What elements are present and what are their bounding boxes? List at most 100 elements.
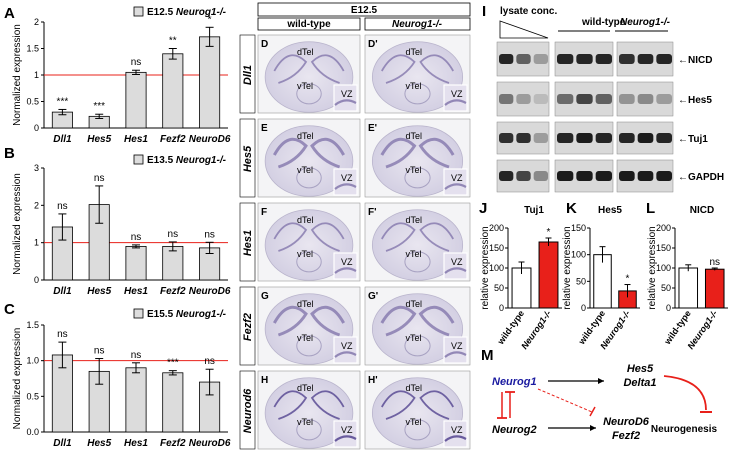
ventral-structure: [296, 83, 322, 105]
ventral-structure: [404, 83, 431, 105]
blot-band: [576, 54, 593, 64]
ish-image-neurog1: D' dTel vTel VZ: [364, 34, 471, 114]
x-tick-label: NeuroD6: [189, 286, 231, 297]
vz-label: VZ: [451, 425, 463, 435]
gene-label-box: [239, 370, 256, 450]
dtel-label: dTel: [297, 383, 314, 393]
y-tick-label: 3: [34, 163, 39, 173]
vz-stain: [334, 435, 357, 442]
gene-label-box: [239, 286, 256, 366]
col-box-ko: [364, 17, 471, 31]
y-axis-label: Normalized expression: [12, 24, 23, 126]
band-label: ←Hes5: [678, 95, 712, 106]
gene-label-box: [239, 34, 256, 114]
vz-label: VZ: [451, 89, 463, 99]
lysate-conc-label: lysate conc.: [500, 6, 557, 17]
gene-label-box: [239, 118, 256, 198]
ventricle-left: [273, 390, 308, 420]
blot-band: [499, 133, 514, 143]
vz-inset: [333, 336, 358, 364]
panel-B: B E13.5 Neurog1-/- 0 1 2 3 Normalized expressi…: [4, 145, 231, 297]
vz-inset: [443, 336, 468, 364]
significance-label: ns: [57, 329, 68, 340]
node-neurod6: NeuroD6: [603, 416, 650, 428]
x-tick-label: Hes5: [87, 134, 111, 145]
x-tick-label: Hes5: [87, 438, 111, 449]
bar: [162, 245, 184, 281]
significance-label: ***: [57, 96, 69, 107]
arrowhead: [598, 378, 604, 384]
blot-row-nicd: ←NICD: [496, 41, 712, 77]
panel-label: J: [479, 200, 487, 217]
y-tick-label: 200: [656, 223, 671, 233]
ventral-structure: [404, 419, 431, 441]
bar: [125, 245, 147, 281]
x-tick-label: Hes1: [124, 134, 148, 145]
bar: [125, 71, 147, 129]
y-tick-label: 0: [666, 303, 671, 313]
y-tick-label: 100: [571, 250, 586, 260]
y-tick-label: 0: [34, 275, 39, 285]
significance-label: ***: [93, 101, 105, 112]
blot-band: [576, 171, 593, 181]
bar: [704, 268, 725, 309]
ish-header: E12.5: [351, 5, 378, 16]
header-box: [257, 2, 471, 17]
bar: [162, 53, 184, 129]
band-label: ←Tuj1: [678, 134, 708, 145]
blot-band: [656, 133, 672, 143]
vtel-label: vTel: [297, 417, 313, 427]
significance-label: **: [169, 36, 177, 47]
brain-section: [264, 209, 354, 281]
blot-band: [619, 133, 635, 143]
ish-image-neurog1: G' dTel vTel VZ: [364, 286, 471, 366]
panel-letter: E': [368, 123, 377, 134]
ventral-structure: [296, 419, 322, 441]
vz-stain: [334, 99, 357, 106]
dtel-label: dTel: [406, 131, 423, 141]
brain-section: [264, 377, 354, 449]
blot-band: [533, 94, 548, 104]
ventricle-right: [419, 54, 454, 84]
y-tick-label: 1.0: [26, 356, 39, 366]
significance-label: *: [626, 274, 630, 285]
blot-band: [499, 171, 514, 181]
legend-swatch: [133, 308, 144, 319]
panel-label: A: [4, 5, 15, 22]
significance-label: ns: [131, 57, 142, 68]
gene-label: Fezf2: [242, 313, 254, 341]
panel-letter: H': [368, 375, 378, 386]
vz-stain: [334, 267, 357, 274]
ventral-structure: [296, 167, 322, 189]
panel-label: K: [566, 200, 577, 217]
western-neurog1: Neurog1-/-: [620, 17, 671, 28]
x-tick-label: Fezf2: [160, 286, 186, 297]
gene-label-box: [239, 202, 256, 282]
blot-band: [637, 133, 654, 143]
band-label: ←NICD: [678, 55, 712, 66]
vz-stain: [444, 183, 467, 190]
blot-band: [595, 54, 612, 64]
vz-label: VZ: [451, 173, 463, 183]
blot-band: [533, 171, 548, 181]
y-tick-label: 1.5: [26, 320, 39, 330]
blot-band: [516, 94, 531, 104]
panel-label-m: M: [481, 347, 494, 364]
ish-image-neurog1: H' dTel vTel VZ: [364, 370, 471, 450]
ventricle-right: [419, 390, 454, 420]
ventricle-right: [419, 222, 454, 252]
blot-row-hes5: ←Hes5: [496, 81, 712, 117]
y-tick-label: 200: [489, 223, 504, 233]
ventricle-right: [310, 390, 345, 420]
y-axis-label: relative expression: [562, 226, 573, 309]
brain-section: [371, 377, 464, 449]
legend-label: E15.5 Neurog1-/-: [147, 309, 227, 320]
blot-band: [637, 94, 654, 104]
western-wild-type: wild-type: [581, 17, 626, 28]
ventricle-right: [418, 137, 455, 169]
ventral-structure: [296, 251, 322, 273]
